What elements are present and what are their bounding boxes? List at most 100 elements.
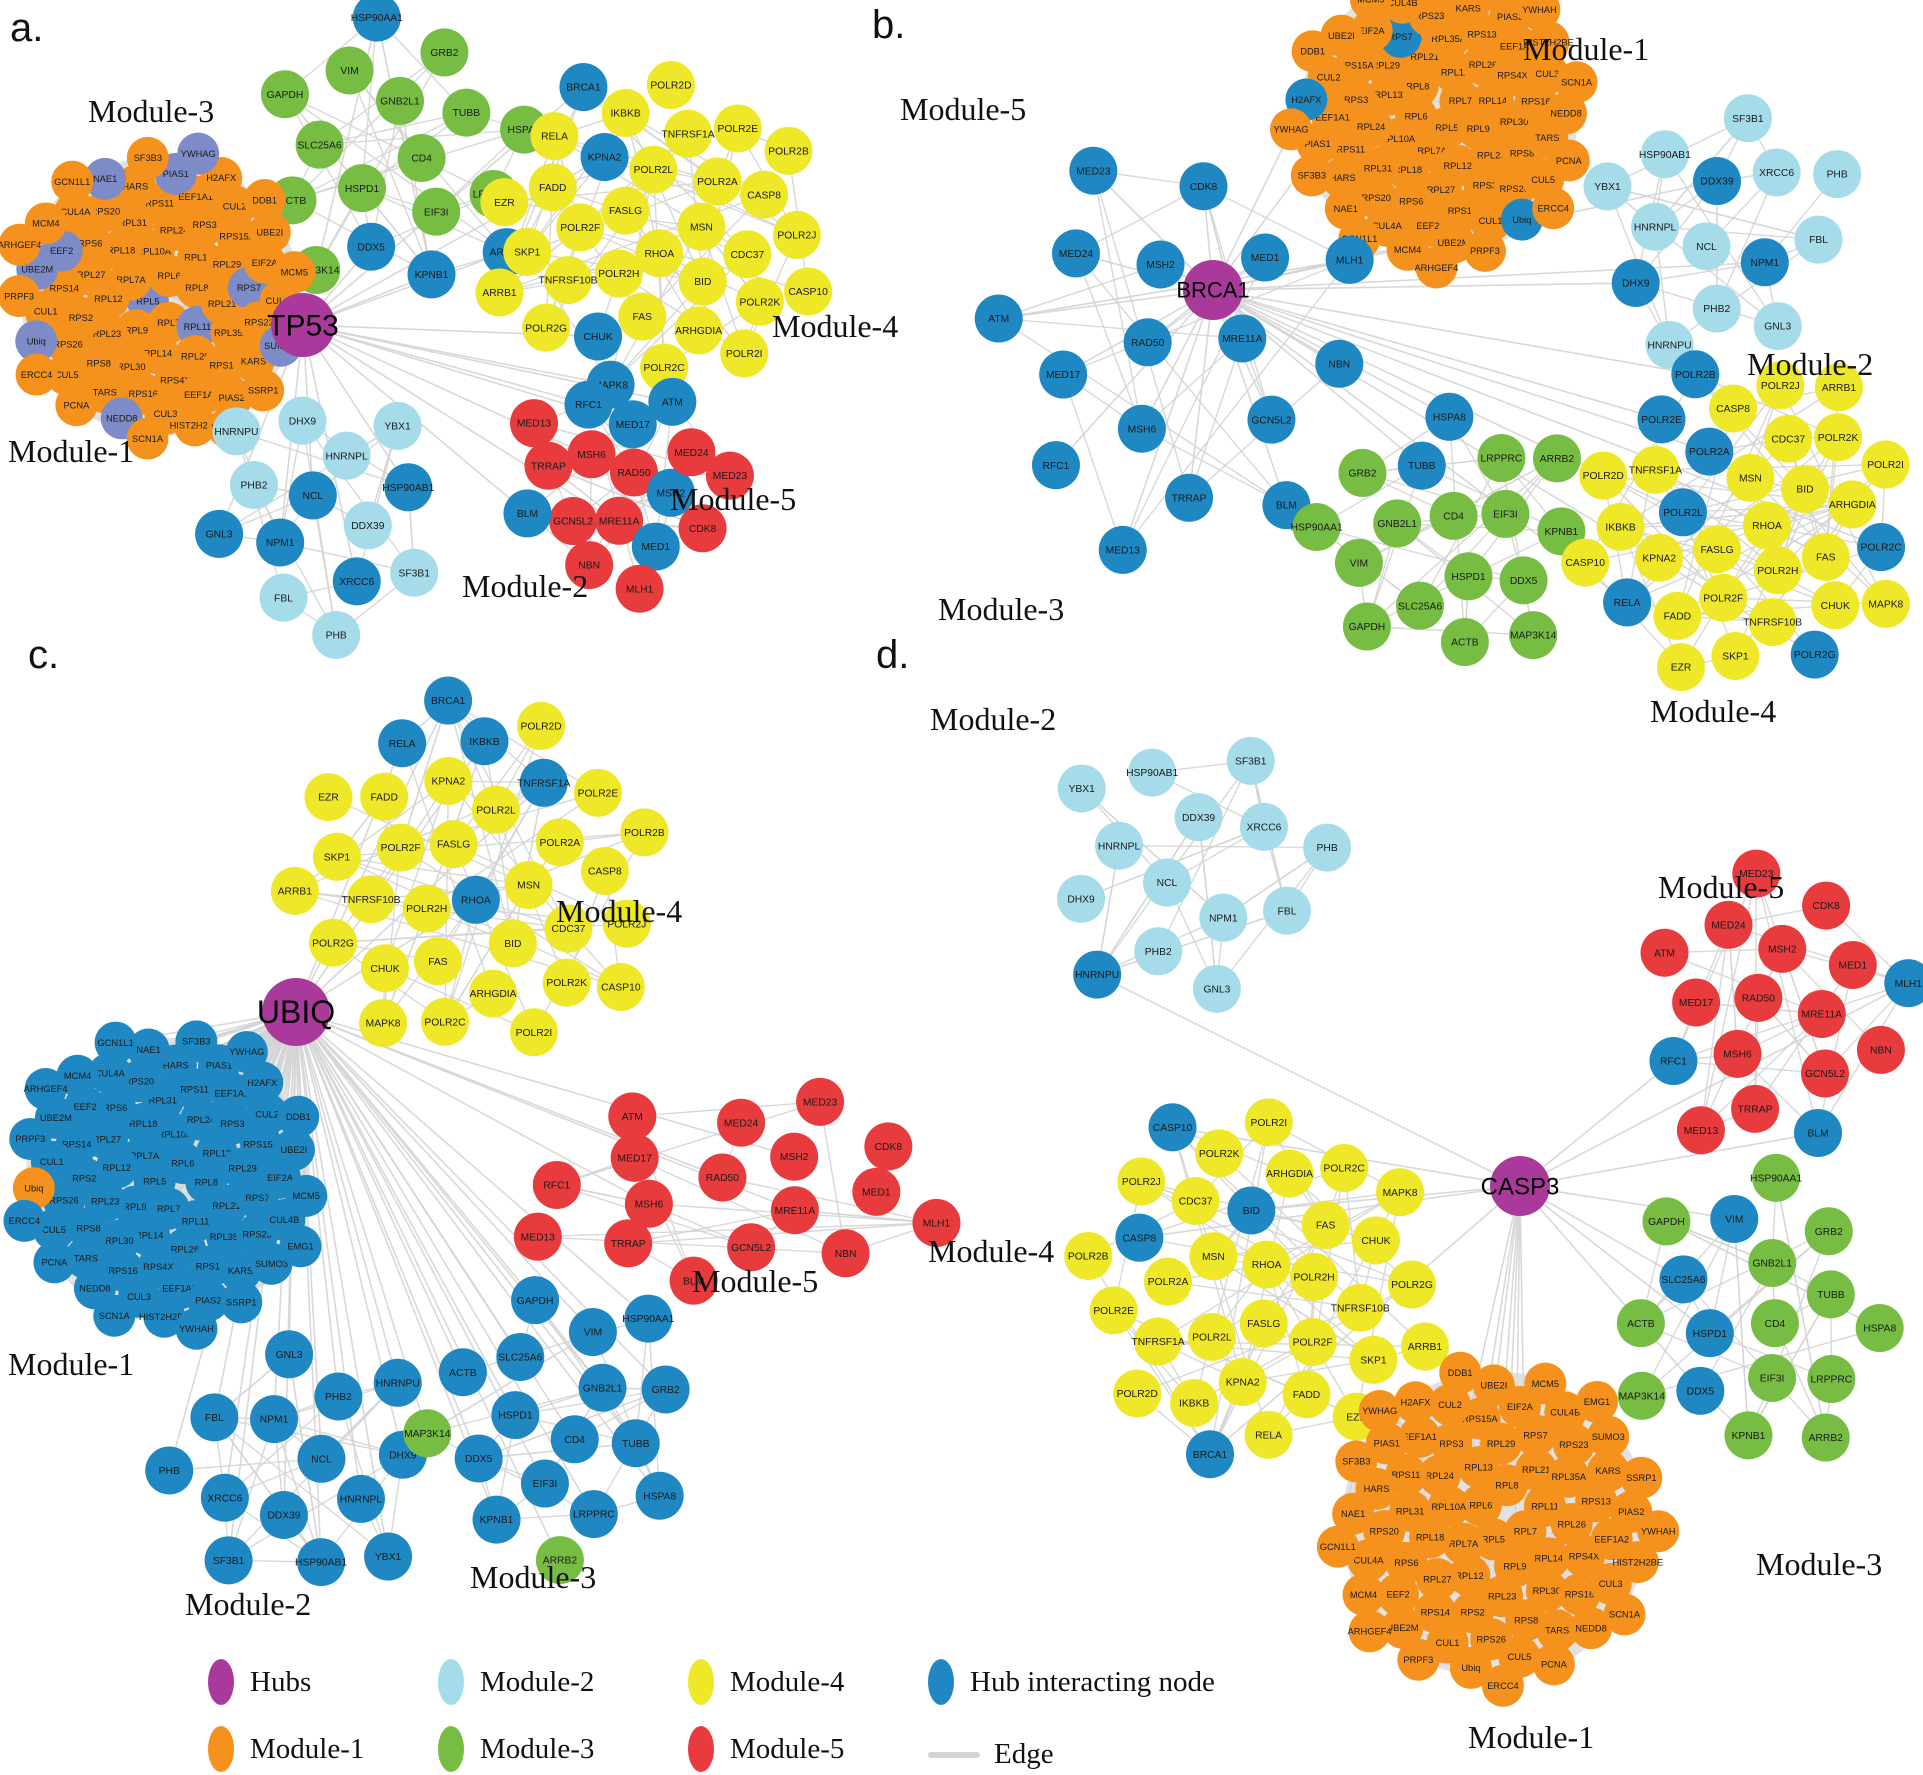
edge: [628, 1209, 795, 1245]
hub-edge: [1188, 289, 1214, 498]
node-circle-MSN: [1726, 453, 1775, 502]
node-HSP90AA1: HSP90AA1: [351, 0, 403, 42]
node-POLR2H: POLR2H: [402, 884, 451, 933]
node-circle-MED13: [513, 1212, 562, 1261]
node-DDX5: DDX5: [1499, 556, 1548, 605]
node-circle-CASP10: [1561, 538, 1610, 587]
node-circle-MSH6: [567, 430, 616, 479]
node-circle-IKBKB: [1170, 1378, 1219, 1427]
edge: [319, 111, 467, 146]
node-GAPDH: GAPDH: [260, 70, 309, 119]
node-circle-BRCA1: [1186, 1430, 1235, 1479]
node-circle-POLR2E: [713, 104, 762, 153]
hub-edge: [302, 324, 409, 488]
node-GCN5L2: GCN5L2: [549, 497, 598, 546]
hub-edge: [295, 1011, 650, 1205]
node-ARHGDIA: ARHGDIA: [1265, 1149, 1314, 1198]
module-label-module-4: Module-4: [772, 308, 898, 344]
node-HNRNPU: HNRNPU: [212, 407, 261, 456]
node-GNB2L1: GNB2L1: [1373, 499, 1422, 548]
node-circle-SF3B1: [204, 1536, 253, 1585]
node-circle-BLM: [503, 489, 552, 538]
node-circle-TRRAP: [1731, 1084, 1780, 1133]
node-circle-DDB1: [243, 179, 286, 222]
node-circle-TNFRSF1A: [664, 109, 713, 158]
node-circle-POLR2I: [1861, 440, 1910, 489]
node-ERCC4: ERCC4: [15, 353, 58, 396]
hub-edge: [295, 1011, 399, 1384]
node-YBX1: YBX1: [1057, 764, 1106, 813]
node-circle-POLR2I: [720, 329, 769, 378]
node-circle-RPS23: [1552, 1423, 1595, 1466]
node-POLR2E: POLR2E: [1637, 395, 1686, 444]
edge: [819, 1101, 847, 1254]
node-circle-PCNA: [1532, 1643, 1575, 1686]
nodes: CD4HSPD1GNB2L1EIF3ISLC25A6TUBBDDX5VIMLRP…: [0, 0, 1923, 1707]
node-XRCC6: XRCC6: [200, 1473, 249, 1522]
edge: [1092, 170, 1143, 429]
edge: [447, 780, 569, 930]
node-circle-CDC37: [544, 904, 593, 953]
node-circle-HSP90AB1: [297, 1538, 346, 1587]
node-HNRNPL: HNRNPL: [1095, 821, 1144, 870]
node-GRB2: GRB2: [1338, 448, 1387, 497]
node-circle-GNB2L1: [1748, 1239, 1797, 1288]
node-circle-MAP3K14: [403, 1409, 452, 1458]
node-circle-GRB2: [1804, 1207, 1853, 1256]
node-circle-MCM5: [273, 251, 316, 294]
node-circle-GCN1L1: [1316, 1525, 1359, 1568]
node-circle-YWHAH: [1518, 0, 1561, 31]
node-GCN5L2: GCN5L2: [1801, 1049, 1850, 1098]
node-ERCC4: ERCC4: [1532, 187, 1575, 230]
edge: [400, 847, 622, 988]
node-BRCA1: BRCA1: [424, 676, 473, 725]
edge: [592, 1331, 661, 1497]
node-circle-DDB1: [1439, 1351, 1482, 1394]
node-NPM1: NPM1: [256, 518, 305, 567]
node-EIF3I: EIF3I: [520, 1459, 569, 1508]
node-MSN: MSN: [1189, 1232, 1238, 1281]
node-POLR2A: POLR2A: [1144, 1257, 1193, 1306]
node-MED1: MED1: [852, 1167, 901, 1216]
node-MSH2: MSH2: [770, 1132, 819, 1181]
node-circle-BRCA1: [559, 63, 608, 112]
edge: [1771, 1230, 1830, 1379]
node-POLR2C: POLR2C: [1320, 1144, 1369, 1193]
node-ACTB: ACTB: [438, 1348, 487, 1397]
node-POLR2B: POLR2B: [1064, 1231, 1113, 1280]
node-circle-RAD50: [1123, 318, 1172, 367]
node-ERCC4: ERCC4: [1481, 1664, 1524, 1707]
node-RHOA: RHOA: [1743, 501, 1792, 550]
node-DDX39: DDX39: [1174, 793, 1223, 842]
node-FAS: FAS: [618, 292, 667, 341]
hub-edge: [1096, 973, 1521, 1187]
node-HSP90AB1: HSP90AB1: [1126, 748, 1178, 797]
node-circle-POLR2L: [1187, 1313, 1236, 1362]
node-NBN: NBN: [1856, 1025, 1905, 1074]
node-circle-YBX1: [364, 1532, 413, 1581]
node-NPM1: NPM1: [250, 1395, 299, 1444]
edge: [273, 1418, 322, 1563]
node-circle-BID: [1227, 1186, 1276, 1235]
node-H2AFX: H2AFX: [1394, 1381, 1437, 1424]
node-DDB1: DDB1: [277, 1095, 320, 1138]
node-circle-SCN1A: [1603, 1593, 1646, 1636]
node-circle-MCM4: [1342, 1573, 1385, 1616]
edge: [1209, 1122, 1270, 1455]
node-POLR2G: POLR2G: [309, 918, 358, 967]
node-FADD: FADD: [1282, 1370, 1331, 1419]
node-circle-POLR2F: [376, 823, 425, 872]
node-circle-HIST2H2BE: [1527, 21, 1570, 64]
node-HSPA8: HSPA8: [1425, 392, 1474, 441]
edge: [336, 856, 569, 930]
edge: [1723, 546, 1882, 599]
node-CDC37: CDC37: [723, 230, 772, 279]
node-circle-ARHGDIA: [469, 969, 518, 1018]
node-circle-MRE11A: [1797, 989, 1846, 1038]
node-circle-PHB: [145, 1446, 194, 1495]
hub-edge: [302, 324, 589, 406]
node-circle-EZR: [304, 773, 353, 822]
node-ARHGDIA: ARHGDIA: [674, 306, 723, 355]
node-circle-POLR2G: [1790, 630, 1839, 679]
node-circle-HSP90AA1: [352, 0, 401, 42]
